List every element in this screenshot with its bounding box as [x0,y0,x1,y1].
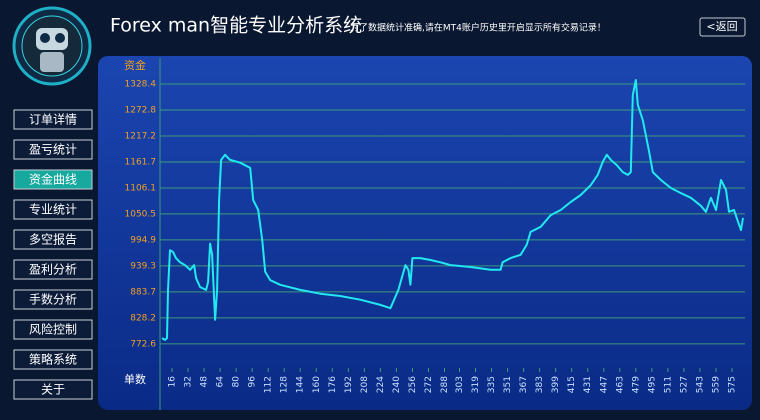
x-tick-label: 575 [727,376,737,393]
y-tick-label: 1106.1 [125,183,157,193]
sidebar-button-label[interactable]: 盈亏统计 [29,143,77,157]
sidebar-button[interactable] [13,109,93,130]
sidebar-button[interactable] [13,229,93,250]
x-tick-label: 272 [424,376,434,393]
sidebar-button-label[interactable]: 多空报告 [29,232,77,247]
sidebar-button-label[interactable]: 手数分析 [29,292,77,307]
sidebar-button-label[interactable]: 关于 [41,383,65,397]
x-tick-label: 383 [535,376,545,393]
x-tick-label: 415 [567,376,577,393]
x-tick-label: 144 [296,376,306,393]
x-tick-label: 543 [695,376,705,393]
y-tick-label: 1161.7 [125,157,157,167]
x-tick-label: 96 [248,376,258,388]
y-tick-label: 828.2 [130,313,156,323]
x-tick-label: 288 [440,376,450,393]
y-tick-label: 939.3 [130,261,156,271]
x-axis-label: 单数 [124,373,146,386]
x-tick-label: 559 [711,376,721,393]
app-subtitle: 为了数据统计准确,请在MT4账户历史里开启显示所有交易记录！ [350,22,606,34]
sidebar-button[interactable] [13,139,93,160]
x-tick-label: 16 [168,376,178,388]
y-tick-label: 772.6 [130,339,156,349]
y-tick-label: 1328.4 [125,79,157,89]
sidebar-button[interactable] [13,169,93,190]
sidebar-button[interactable] [13,259,93,280]
y-tick-label: 1050.5 [125,209,157,219]
logo [12,6,92,86]
sidebar-button[interactable] [13,379,93,400]
x-tick-label: 447 [599,376,609,393]
chart-panel [98,56,752,410]
x-tick-label: 367 [519,376,529,393]
sidebar-button-label[interactable]: 策略系统 [29,352,77,367]
sidebar-button-label[interactable]: 专业统计 [29,202,77,217]
x-tick-label: 527 [679,376,689,393]
x-tick-label: 208 [360,376,370,393]
x-tick-label: 48 [200,376,210,388]
equity-line [161,79,744,341]
x-tick-label: 463 [615,376,625,393]
x-tick-label: 399 [551,376,561,393]
x-tick-label: 303 [455,376,465,393]
app-title: Forex man智能专业分析系统 [110,15,362,37]
sidebar-button-label[interactable]: 盈利分析 [29,263,77,277]
back-button[interactable] [699,17,746,37]
back-button-label[interactable]: <返回 [706,20,737,33]
x-tick-label: 335 [487,376,497,393]
x-tick-label: 224 [376,376,386,393]
sidebar-button-label[interactable]: 订单详情 [29,112,77,127]
x-tick-label: 80 [232,376,242,388]
x-tick-label: 351 [503,376,513,393]
x-tick-label: 240 [392,376,402,393]
sidebar-button-label[interactable]: 资金曲线 [29,172,77,187]
sidebar-button-label[interactable]: 风险控制 [29,322,77,337]
y-tick-label: 1272.8 [125,105,157,115]
x-tick-label: 176 [328,376,338,393]
x-tick-label: 128 [280,376,290,393]
x-tick-label: 160 [312,376,322,393]
x-tick-label: 479 [631,376,641,393]
x-tick-label: 495 [647,376,657,393]
x-tick-label: 112 [264,376,274,393]
y-tick-label: 994.9 [130,235,156,245]
sidebar-button[interactable] [13,349,93,370]
sidebar-button[interactable] [13,289,93,310]
x-tick-label: 32 [184,376,194,387]
x-tick-label: 64 [216,376,226,388]
x-tick-label: 511 [663,376,673,393]
sidebar-button[interactable] [13,319,93,340]
x-tick-label: 256 [408,376,418,393]
y-tick-label: 1217.2 [125,131,157,141]
sidebar-button[interactable] [13,199,93,220]
y-axis-label: 资金 [124,58,146,72]
x-tick-label: 319 [471,376,481,393]
x-tick-label: 192 [344,376,354,393]
y-tick-label: 883.7 [130,287,156,297]
x-tick-label: 431 [583,376,593,393]
